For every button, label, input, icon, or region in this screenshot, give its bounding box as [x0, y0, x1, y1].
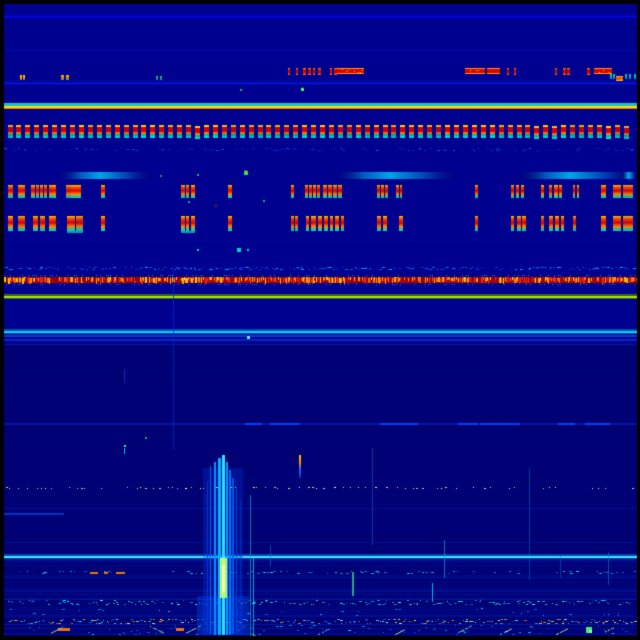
spectrogram-panel	[0, 0, 640, 640]
spectrogram-canvas	[0, 0, 640, 640]
